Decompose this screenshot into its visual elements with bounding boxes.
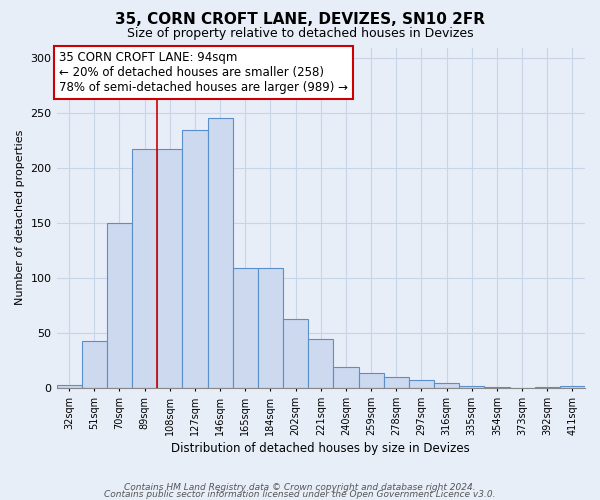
Bar <box>359 372 383 388</box>
Bar <box>283 319 308 388</box>
Text: Contains public sector information licensed under the Open Government Licence v3: Contains public sector information licen… <box>104 490 496 499</box>
Bar <box>560 386 585 388</box>
Bar <box>308 338 334 388</box>
Bar <box>484 387 509 388</box>
Bar <box>409 380 434 388</box>
Bar <box>233 268 258 388</box>
Text: 35 CORN CROFT LANE: 94sqm
← 20% of detached houses are smaller (258)
78% of semi: 35 CORN CROFT LANE: 94sqm ← 20% of detac… <box>59 51 348 94</box>
Text: Contains HM Land Registry data © Crown copyright and database right 2024.: Contains HM Land Registry data © Crown c… <box>124 484 476 492</box>
Bar <box>208 118 233 388</box>
Y-axis label: Number of detached properties: Number of detached properties <box>15 130 25 306</box>
Bar <box>107 224 132 388</box>
Bar <box>258 268 283 388</box>
Bar <box>434 382 459 388</box>
Bar <box>182 130 208 388</box>
Text: 35, CORN CROFT LANE, DEVIZES, SN10 2FR: 35, CORN CROFT LANE, DEVIZES, SN10 2FR <box>115 12 485 28</box>
Text: Size of property relative to detached houses in Devizes: Size of property relative to detached ho… <box>127 28 473 40</box>
Bar <box>157 148 182 388</box>
Bar <box>82 341 107 388</box>
X-axis label: Distribution of detached houses by size in Devizes: Distribution of detached houses by size … <box>172 442 470 455</box>
Bar <box>334 367 359 388</box>
Bar <box>459 386 484 388</box>
Bar <box>132 148 157 388</box>
Bar <box>383 377 409 388</box>
Bar <box>56 384 82 388</box>
Bar <box>535 387 560 388</box>
